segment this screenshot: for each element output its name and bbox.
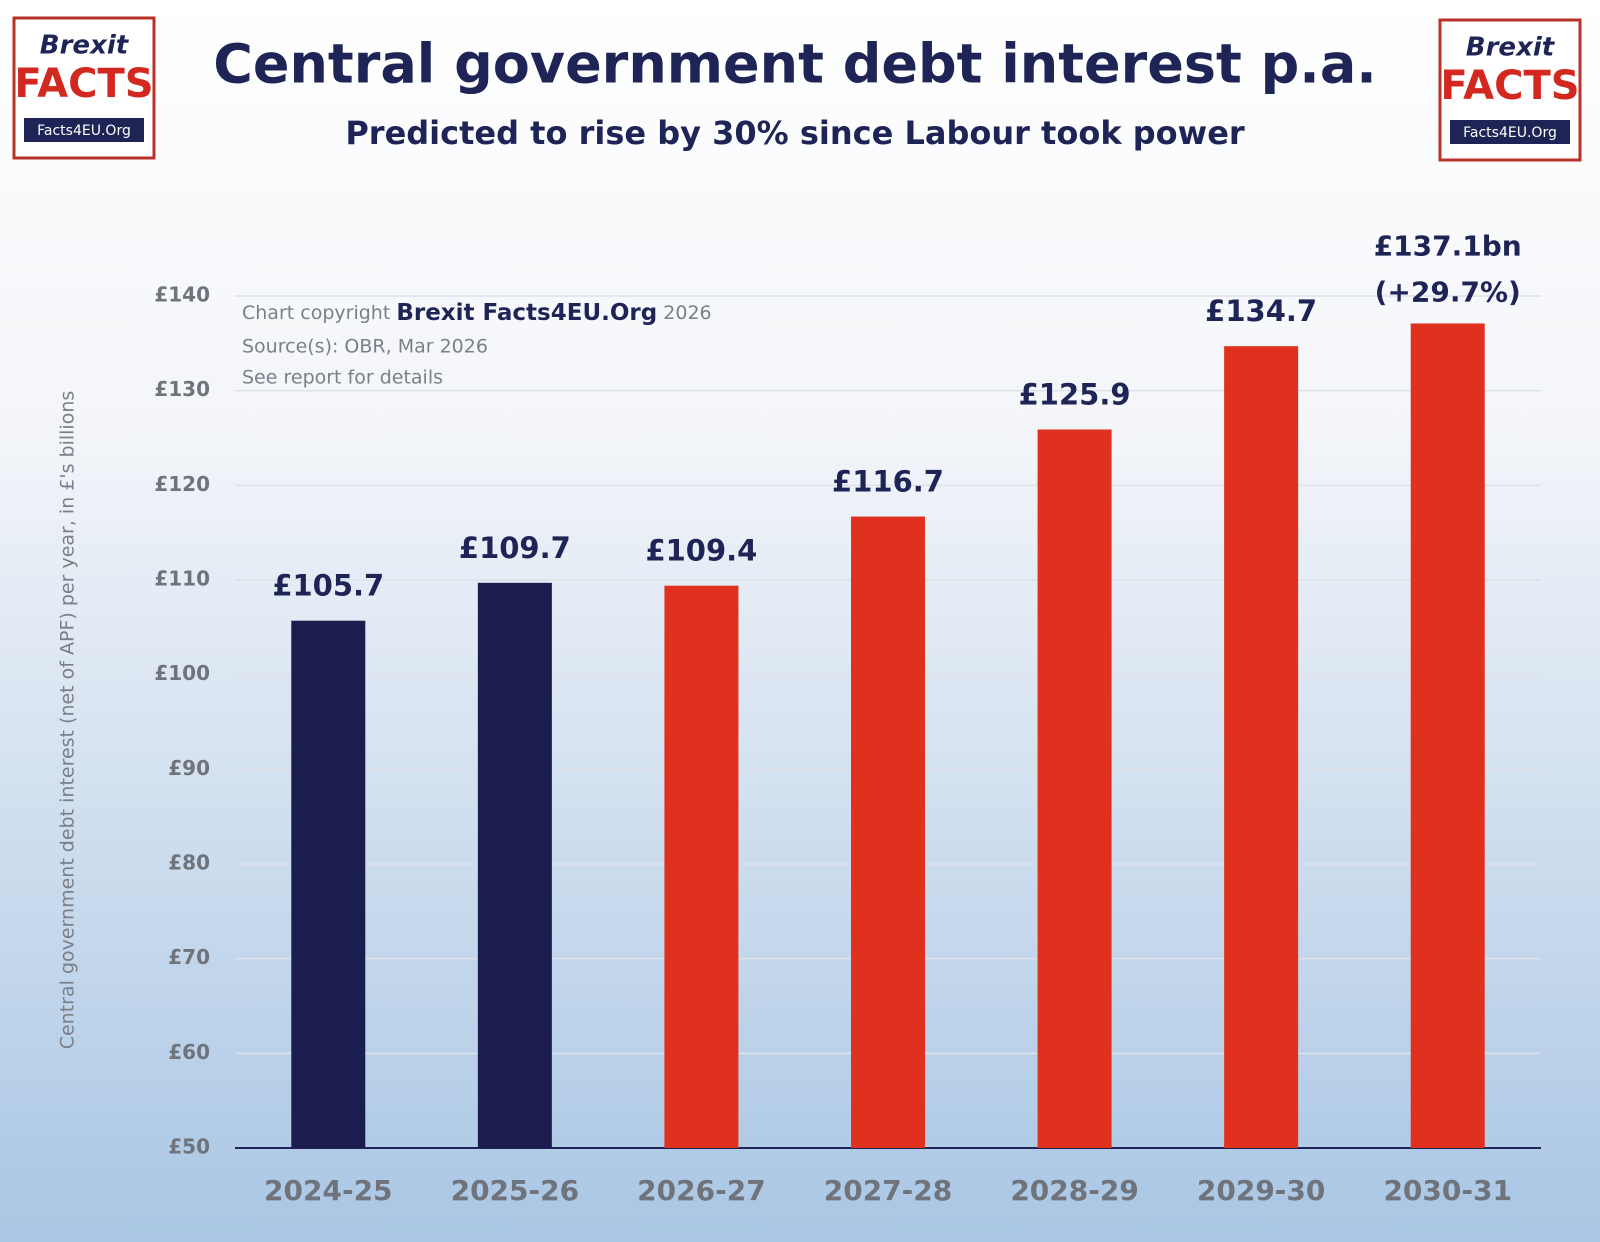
- logo-text: Facts4EU.Org: [37, 123, 131, 139]
- chart-title: Central government debt interest p.a.: [213, 33, 1377, 96]
- bar: [291, 620, 366, 1148]
- x-tick-label: 2028-29: [1010, 1174, 1139, 1207]
- y-tick-label: £130: [154, 377, 210, 401]
- y-tick-label: £110: [154, 567, 210, 591]
- annotation: (+29.7%): [1375, 275, 1521, 308]
- y-tick-label: £50: [168, 1135, 210, 1159]
- bar: [851, 516, 925, 1148]
- y-axis-label: Central government debt interest (net of…: [57, 391, 79, 1050]
- copyright-year: 2026: [663, 302, 711, 324]
- bar: [664, 585, 739, 1148]
- y-tick-label: £120: [154, 472, 210, 496]
- bar: [1224, 346, 1299, 1148]
- logo-text: Brexit: [40, 31, 130, 61]
- logo-left: Brexit FACTS Facts4EU.Org: [12, 16, 156, 160]
- value-label: £116.7: [832, 465, 944, 499]
- x-tick-label: 2024-25: [264, 1174, 393, 1207]
- bar: [477, 582, 552, 1148]
- value-label: £137.1bn: [1374, 229, 1522, 262]
- logo-text: FACTS: [14, 61, 153, 107]
- logo-right: Brexit FACTS Facts4EU.Org: [1438, 18, 1582, 162]
- logo-text: FACTS: [1440, 63, 1579, 109]
- value-label: £105.7: [272, 569, 384, 603]
- x-tick-label: 2030-31: [1383, 1174, 1512, 1207]
- value-label: £134.7: [1205, 294, 1317, 328]
- bar: [1037, 429, 1112, 1149]
- copyright-name: Brexit Facts4EU.Org: [396, 300, 657, 326]
- details-note: See report for details: [242, 367, 443, 389]
- copyright-note: Chart copyright Brexit Facts4EU.Org 2026: [242, 300, 712, 326]
- value-label: £125.9: [1019, 377, 1131, 411]
- y-tick-label: £100: [154, 661, 210, 685]
- y-tick-label: £140: [154, 283, 210, 307]
- x-tick-label: 2027-28: [824, 1174, 953, 1207]
- y-tick-label: £70: [168, 945, 210, 969]
- value-label: £109.7: [459, 531, 571, 565]
- y-tick-label: £80: [168, 851, 210, 875]
- x-tick-label: 2026-27: [637, 1174, 766, 1207]
- logo-band: [24, 118, 144, 142]
- value-label: £109.4: [645, 534, 757, 568]
- x-tick-label: 2029-30: [1197, 1174, 1326, 1207]
- source-note: Source(s): OBR, Mar 2026: [242, 336, 488, 358]
- chart-subtitle: Predicted to rise by 30% since Labour to…: [345, 114, 1245, 152]
- logo-text: Facts4EU.Org: [1463, 125, 1557, 141]
- y-tick-label: £90: [168, 756, 210, 780]
- logo-band: [1450, 120, 1570, 144]
- bar: [1410, 323, 1485, 1148]
- copyright-prefix: Chart copyright: [242, 302, 390, 324]
- y-tick-label: £60: [168, 1040, 210, 1064]
- logo-text: Brexit: [1466, 33, 1556, 63]
- x-tick-label: 2025-26: [451, 1174, 580, 1207]
